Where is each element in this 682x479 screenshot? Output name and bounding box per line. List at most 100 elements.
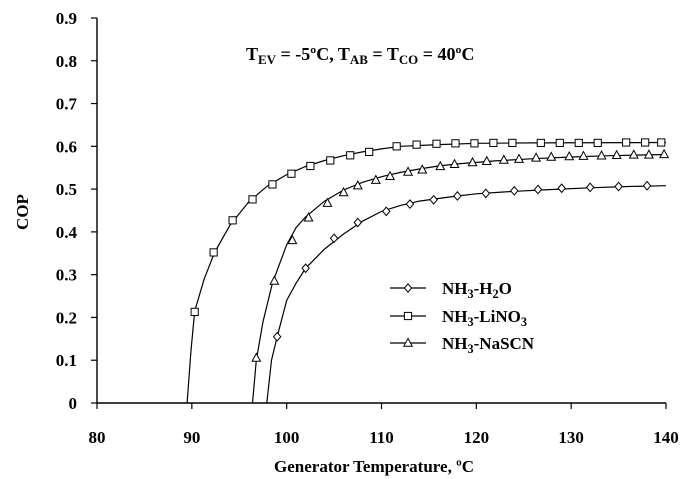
data-point — [248, 195, 257, 204]
series-layer — [186, 138, 670, 404]
y-tick-label: 0.6 — [56, 137, 77, 156]
data-point — [405, 199, 415, 210]
data-point — [596, 150, 607, 160]
y-tick-label: 0.5 — [56, 180, 77, 199]
data-point — [593, 138, 602, 148]
data-point — [209, 248, 218, 257]
data-point — [628, 149, 639, 159]
data-point — [287, 169, 296, 178]
data-point — [268, 180, 277, 189]
y-tick-label: 0.8 — [56, 52, 77, 71]
data-point — [467, 156, 478, 167]
data-point — [365, 147, 374, 156]
data-point — [306, 161, 315, 171]
data-point — [352, 180, 363, 190]
data-point — [429, 194, 438, 205]
data-point — [384, 170, 396, 180]
data-point — [536, 138, 545, 148]
legend-label: NH3-NaSCN — [442, 334, 535, 356]
data-point — [557, 183, 566, 194]
data-point — [489, 138, 498, 148]
data-point — [228, 216, 237, 225]
x-tick-label: 80 — [89, 428, 106, 447]
tick-labels: 0 0.1 0.2 0.3 0.4 0.5 0.6 0.7 0.8 0.9 80 90 100 110 12… — [56, 9, 679, 447]
series-line — [186, 141, 667, 404]
x-tick-label: 140 — [653, 428, 679, 447]
legend-marker — [402, 337, 414, 347]
y-tick-label: 0.1 — [56, 351, 77, 370]
data-point — [622, 138, 631, 147]
data-point — [578, 150, 589, 160]
data-point — [513, 153, 525, 163]
condition-annotation: TEV = -5ºC, TAB = TCO = 40ºC — [246, 44, 474, 67]
data-point — [392, 142, 401, 151]
data-point — [643, 149, 654, 159]
data-point — [585, 182, 595, 193]
data-point — [381, 206, 391, 217]
data-point — [453, 190, 462, 201]
data-point — [481, 155, 492, 166]
legend-marker — [403, 283, 413, 293]
data-point — [326, 156, 335, 165]
legend: NH3-H2O NH3-LiNO3 NH3-NaSCN — [390, 279, 535, 356]
data-point — [432, 139, 441, 148]
data-point — [642, 180, 652, 191]
data-point — [611, 149, 622, 160]
data-point — [533, 184, 543, 195]
data-point — [481, 188, 491, 199]
data-point — [614, 181, 623, 192]
data-point — [449, 158, 460, 168]
series-diamond — [266, 180, 667, 404]
legend-label: NH3-H2O — [442, 279, 512, 301]
data-point — [338, 186, 349, 197]
data-point — [574, 138, 583, 148]
y-tick-label: 0 — [69, 394, 78, 413]
data-point — [190, 307, 199, 316]
data-point — [403, 166, 414, 176]
data-point — [546, 151, 557, 161]
x-tick-label: 90 — [183, 428, 200, 447]
data-point — [412, 140, 421, 149]
data-point — [451, 139, 460, 148]
data-point — [287, 234, 298, 245]
data-point — [346, 151, 355, 160]
y-tick-label: 0.7 — [56, 95, 78, 114]
y-tick-label: 0.9 — [56, 9, 77, 28]
y-tick-label: 0.2 — [56, 308, 77, 327]
axes — [91, 17, 667, 409]
x-tick-label: 100 — [274, 428, 300, 447]
data-point — [498, 154, 509, 164]
data-point — [251, 352, 262, 362]
data-point — [510, 185, 519, 196]
data-point — [353, 217, 363, 228]
data-point — [329, 233, 339, 244]
x-tick-label: 130 — [558, 428, 584, 447]
x-axis-title: Generator Temperature, ºC — [274, 457, 474, 476]
data-point — [303, 212, 314, 222]
series-line — [266, 185, 667, 404]
data-point — [370, 174, 381, 184]
data-point — [657, 138, 666, 147]
y-tick-label: 0.4 — [56, 223, 78, 242]
y-tick-label: 0.3 — [56, 266, 77, 285]
data-point — [301, 263, 310, 274]
data-point — [269, 275, 280, 285]
data-point — [417, 164, 428, 174]
legend-label: NH3-LiNO3 — [442, 307, 527, 329]
data-point — [435, 160, 446, 171]
data-point — [564, 150, 575, 161]
data-point — [555, 138, 564, 148]
data-point — [470, 139, 479, 148]
x-tick-label: 120 — [464, 428, 490, 447]
data-point — [272, 331, 282, 342]
data-point — [641, 138, 650, 147]
data-point — [508, 138, 517, 148]
series-triangle — [251, 148, 670, 404]
data-point — [659, 148, 670, 159]
y-axis-title: COP — [13, 194, 32, 230]
data-point — [531, 152, 542, 162]
x-tick-label: 110 — [369, 428, 394, 447]
legend-marker — [403, 311, 413, 321]
data-point — [322, 197, 333, 207]
